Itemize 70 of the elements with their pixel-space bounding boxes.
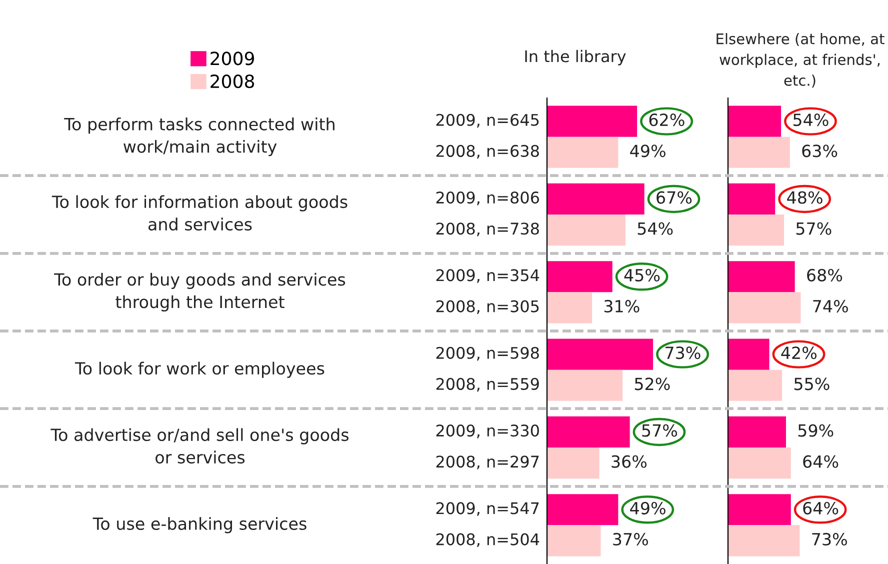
bar — [728, 183, 776, 214]
bar — [728, 494, 791, 526]
chart-title: In the library — [525, 50, 626, 66]
legend-label: 2008 — [210, 74, 254, 88]
text: 2008, n=638 — [436, 144, 539, 159]
data-label: 37% — [613, 532, 648, 546]
text: 2008, n=504 — [436, 533, 540, 547]
data-label: 54% — [793, 114, 828, 126]
data-label: 64% — [803, 455, 838, 468]
data-label: 54% — [638, 222, 673, 235]
y-tick-label: To use e-banking services — [92, 517, 306, 534]
bar — [547, 292, 592, 324]
bar — [547, 338, 654, 370]
data-label: 31% — [604, 300, 640, 313]
data-label: 62% — [649, 114, 684, 126]
bar — [728, 448, 791, 479]
bar — [547, 370, 623, 401]
chart-title: Elsewhere (at home, at workplace, at friends', etc.) — [716, 33, 884, 88]
text: 2009, n=330 — [436, 424, 539, 438]
text: 2008, n=297 — [436, 456, 539, 470]
data-label: 68% — [807, 268, 842, 282]
bar — [728, 525, 800, 556]
data-label: 55% — [794, 378, 830, 390]
bar — [547, 183, 644, 214]
bar — [547, 261, 612, 292]
text: 2009, n=645 — [436, 114, 539, 128]
y-tick-label: To look for information about goods and services — [52, 195, 348, 231]
bar — [728, 261, 795, 292]
bar — [547, 416, 630, 448]
data-label: 73% — [812, 532, 847, 546]
data-label: 74% — [813, 300, 848, 313]
data-label: 36% — [612, 455, 647, 468]
data-label: 63% — [802, 144, 838, 158]
data-label: 67% — [656, 191, 692, 204]
data-label: 57% — [796, 222, 832, 235]
text: 2008, n=738 — [436, 222, 539, 236]
data-label: 45% — [624, 268, 660, 282]
data-label: 48% — [787, 191, 822, 204]
text: 2009, n=806 — [436, 192, 539, 206]
bar — [547, 214, 626, 246]
data-label: 42% — [781, 346, 817, 360]
text: 2009, n=547 — [436, 502, 539, 516]
text: 2008, n=305 — [436, 300, 539, 314]
text: 2008, n=559 — [436, 378, 539, 392]
bar — [728, 338, 770, 370]
bar — [547, 525, 601, 556]
data-label: 49% — [630, 144, 666, 158]
data-label: 59% — [798, 424, 834, 437]
data-label: 57% — [642, 424, 678, 437]
y-tick-label: To perform tasks connected with work/main activity — [64, 118, 334, 156]
text: 2009, n=354 — [436, 269, 540, 283]
bar — [728, 370, 782, 401]
bar — [728, 106, 782, 137]
text: 2009, n=598 — [436, 346, 539, 361]
bar — [728, 136, 790, 168]
bar — [728, 292, 801, 324]
bar — [547, 448, 600, 479]
bar — [547, 494, 618, 526]
bar — [728, 214, 784, 246]
data-label: 73% — [666, 346, 700, 360]
data-label: 64% — [803, 502, 838, 514]
y-tick-label: To look for work or employees — [74, 362, 324, 378]
data-label: 49% — [630, 502, 666, 514]
y-tick-label: To order or buy goods and services through the Internet — [54, 272, 346, 312]
bar — [547, 106, 638, 137]
y-tick-label: To advertise or/and sell one's goods or services — [50, 428, 348, 464]
bar — [728, 416, 786, 448]
legend-label: 2009 — [210, 52, 254, 66]
data-label: 52% — [634, 378, 670, 390]
bar — [547, 136, 618, 168]
